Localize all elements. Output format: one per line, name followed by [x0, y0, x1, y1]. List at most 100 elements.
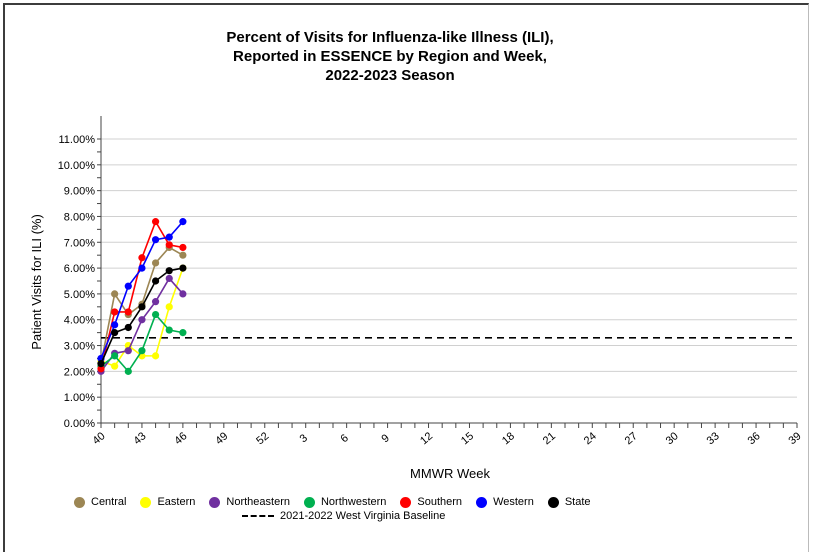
data-point — [124, 308, 132, 316]
data-point — [165, 303, 173, 311]
legend-marker-icon — [400, 496, 412, 508]
y-tick-label: 3.00% — [64, 341, 95, 353]
x-tick-label: 52 — [254, 430, 271, 447]
x-tick-label: 40 — [91, 430, 108, 447]
data-point — [151, 259, 160, 267]
y-tick-label: 9.00% — [64, 186, 95, 198]
legend-item-northwestern: Northwestern — [303, 496, 387, 508]
data-point — [138, 303, 146, 311]
data-point — [111, 290, 119, 298]
legend-marker-icon — [476, 496, 488, 508]
x-tick-label: 6 — [339, 432, 351, 445]
data-point — [165, 274, 173, 283]
data-point — [151, 310, 160, 319]
x-axis-label: MMWR Week — [410, 466, 490, 481]
y-tick-label: 1.00% — [64, 392, 95, 404]
data-point — [124, 323, 132, 332]
data-point — [165, 326, 173, 334]
data-point — [124, 282, 132, 290]
legend-label: Northeastern — [226, 496, 290, 508]
chart-title-line-3: 2022-2023 Season — [325, 67, 455, 84]
x-tick-label: 9 — [379, 432, 391, 445]
legend-item-southern: Southern — [400, 496, 462, 508]
data-point — [165, 233, 173, 241]
x-tick-label: 46 — [172, 430, 189, 447]
data-point — [97, 365, 105, 373]
y-tick-label: 7.00% — [64, 237, 95, 249]
x-tick-label: 43 — [131, 430, 148, 447]
legend: Central Eastern Northeastern Northwestern So… — [74, 496, 674, 522]
data-point — [111, 308, 119, 316]
x-tick-label: 30 — [664, 430, 681, 447]
legend-baseline-row: 2021-2022 West Virginia Baseline — [242, 510, 674, 522]
data-point — [179, 218, 187, 226]
data-point — [179, 243, 187, 252]
legend-marker-icon — [547, 496, 559, 508]
y-axis-label: Patient Visits for ILI (%) — [29, 214, 44, 350]
legend-item-central: Central — [74, 496, 126, 508]
data-point — [124, 367, 132, 375]
x-tick-label: 3 — [298, 432, 310, 445]
x-tick-label: 49 — [213, 430, 230, 447]
data-point — [151, 298, 160, 306]
x-tick-label: 33 — [705, 430, 722, 447]
series-western — [97, 218, 187, 363]
data-point — [151, 236, 160, 244]
data-point — [138, 347, 146, 355]
legend-item-western: Western — [476, 496, 534, 508]
data-point — [165, 267, 173, 275]
legend-label: Central — [91, 496, 127, 508]
data-point — [111, 321, 119, 329]
y-tick-label: 4.00% — [64, 315, 95, 327]
series-state — [97, 264, 187, 368]
x-tick-label: 36 — [746, 430, 763, 447]
legend-label: Southern — [417, 496, 463, 508]
legend-label: Western — [493, 496, 534, 508]
chart-frame — [3, 3, 809, 552]
legend-label: Northwestern — [320, 496, 387, 508]
data-point — [179, 290, 187, 298]
data-point — [111, 352, 119, 360]
legend-series-row: Central Eastern Northeastern Northwestern So… — [74, 496, 674, 508]
data-point — [138, 254, 146, 262]
x-tick-label: 12 — [418, 430, 435, 447]
data-point — [165, 241, 173, 249]
legend-baseline-label: 2021-2022 West Virginia Baseline — [280, 510, 446, 522]
x-tick-label: 15 — [459, 430, 476, 447]
x-tick-label: 21 — [541, 430, 558, 447]
data-point — [138, 264, 146, 272]
data-point — [138, 316, 146, 324]
grid-layer — [101, 138, 797, 398]
y-tick-label: 5.00% — [64, 289, 95, 301]
legend-item-eastern: Eastern — [140, 496, 195, 508]
data-point — [151, 352, 160, 360]
x-tick-label: 27 — [623, 430, 640, 447]
legend-item-state: State — [547, 496, 591, 508]
legend-label: Eastern — [157, 496, 196, 508]
chart-title-line-2: Reported in ESSENCE by Region and Week, — [233, 48, 547, 65]
data-point — [151, 277, 160, 285]
data-point — [111, 362, 119, 370]
data-point — [151, 218, 160, 226]
y-tick-label: 0.00% — [64, 418, 95, 430]
data-point — [124, 347, 132, 355]
chart-title: Percent of Visits for Influenza-like Ill… — [180, 28, 600, 85]
chart-title-line-1: Percent of Visits for Influenza-like Ill… — [226, 29, 554, 46]
data-point — [179, 329, 187, 337]
x-tick-label: 39 — [787, 430, 804, 447]
y-tick-label: 10.00% — [58, 160, 96, 172]
x-tick-label: 18 — [500, 430, 517, 447]
legend-item-northeastern: Northeastern — [209, 496, 290, 508]
data-point — [179, 251, 187, 259]
y-tick-label: 8.00% — [64, 211, 95, 223]
legend-label: State — [564, 496, 591, 508]
y-tick-label: 11.00% — [59, 134, 96, 146]
legend-marker-icon — [209, 496, 221, 508]
series-layer — [97, 218, 187, 375]
data-point — [111, 329, 119, 337]
y-tick-label: 6.00% — [64, 263, 95, 275]
legend-marker-icon — [303, 496, 315, 508]
series-northwestern — [97, 310, 187, 375]
y-tick-label: 2.00% — [64, 366, 95, 378]
